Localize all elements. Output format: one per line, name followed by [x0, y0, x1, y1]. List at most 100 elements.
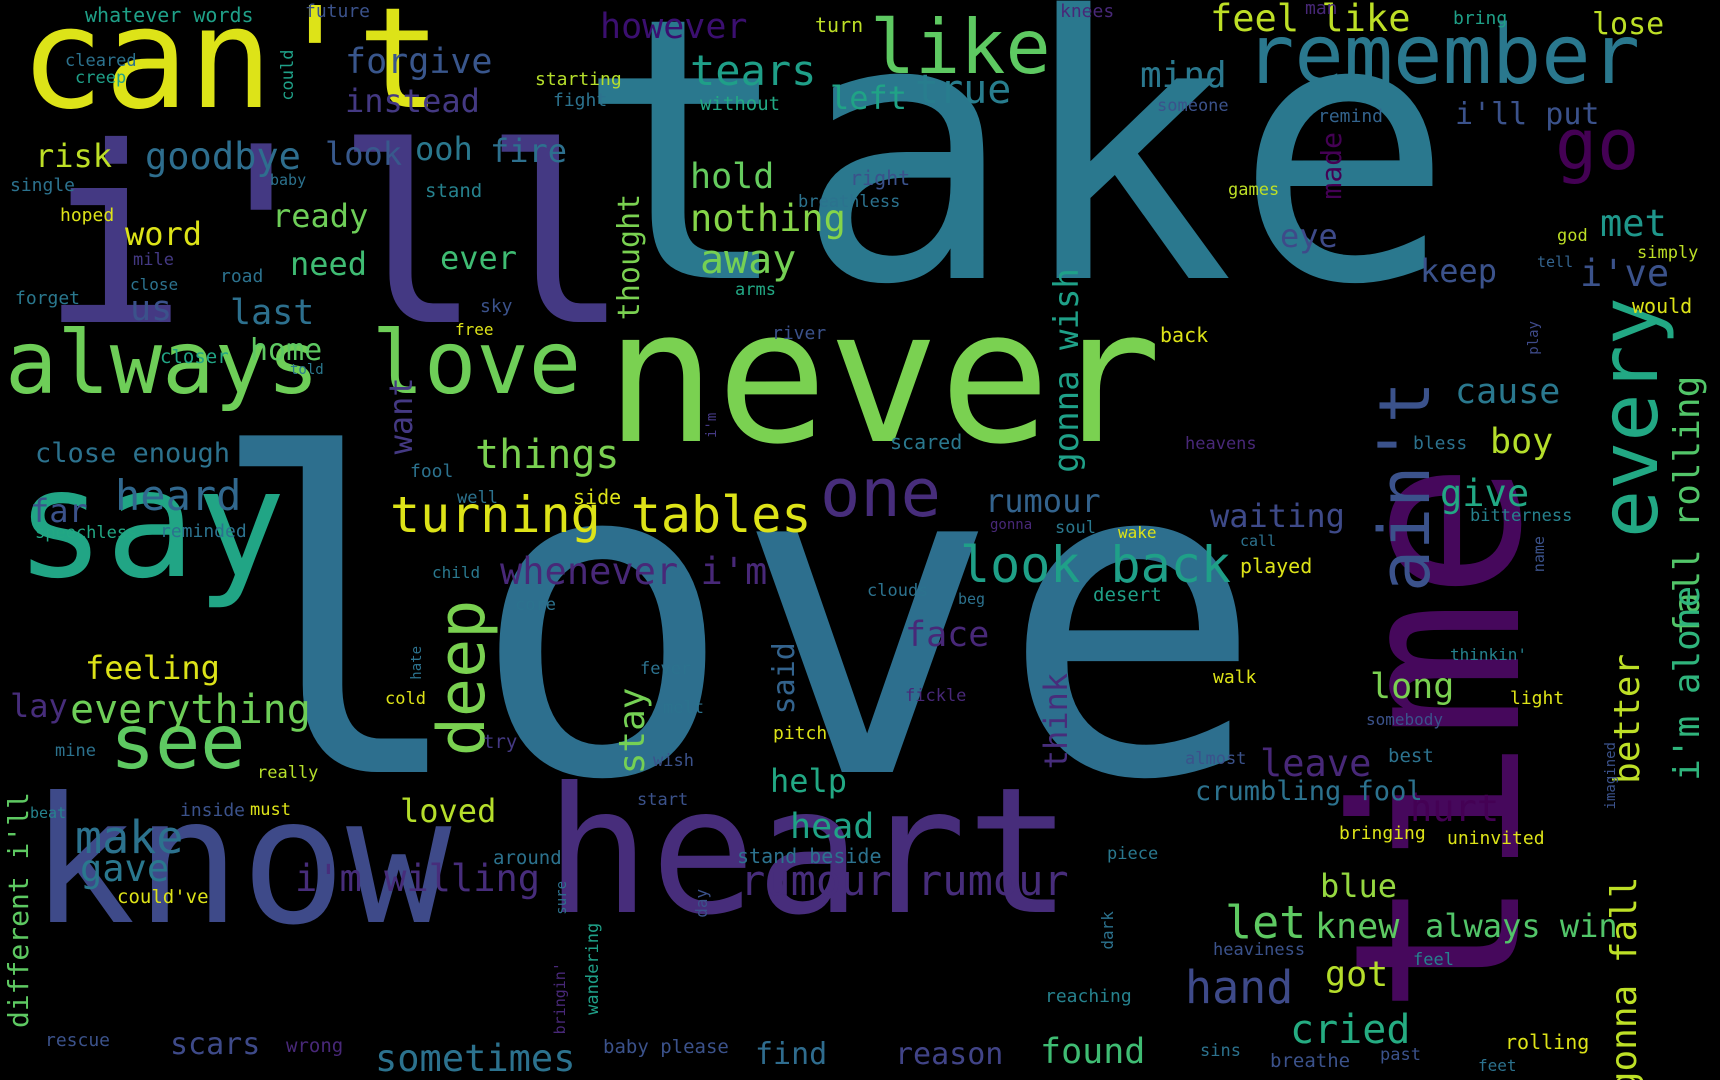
word-whatever-words: whatever words — [85, 3, 254, 27]
word-pitch: pitch — [773, 723, 828, 744]
word-forget: forget — [15, 288, 81, 309]
word-melt: melt — [663, 698, 704, 718]
word-hate: hate — [409, 646, 425, 680]
word-i-m-willing: i'm willing — [295, 857, 541, 900]
word-waiting: waiting — [1210, 497, 1345, 535]
word-sky: sky — [480, 296, 513, 317]
word-breathless: breathless — [798, 192, 901, 212]
word-stand: stand — [425, 180, 483, 202]
word-played: played — [1240, 554, 1313, 578]
word-need: need — [290, 245, 368, 283]
word-tears: tears — [690, 46, 817, 95]
word-loved: loved — [400, 792, 497, 830]
word-remember: remember — [1245, 8, 1640, 103]
word-sometimes: sometimes — [375, 1037, 576, 1080]
word-baby: baby — [270, 171, 307, 189]
word-rolling: rolling — [1505, 1030, 1590, 1054]
word-free: free — [455, 320, 494, 339]
word-past: past — [1380, 1045, 1421, 1065]
word-less: less — [888, 256, 932, 277]
word-around: around — [493, 847, 562, 869]
word-side: side — [573, 485, 622, 509]
word-hold: hold — [690, 157, 775, 197]
word-close: close — [130, 275, 179, 294]
word-instead: instead — [345, 82, 480, 120]
word-inside: inside — [180, 800, 246, 821]
word-ready: ready — [272, 197, 369, 235]
word-ever: ever — [440, 239, 518, 277]
word-arms: arms — [735, 280, 776, 300]
word-know: know — [30, 761, 452, 964]
word-god: god — [1557, 226, 1588, 246]
word-call: call — [1240, 532, 1277, 550]
word-cause: cause — [1455, 372, 1561, 412]
word-lose: lose — [1592, 7, 1665, 42]
word-turn: turn — [815, 13, 864, 37]
word-bitterness: bitterness — [1470, 506, 1573, 526]
word-someone: someone — [1157, 96, 1229, 116]
word-gonna-wish: gonna wish — [1047, 268, 1087, 473]
word-word: word — [125, 215, 203, 253]
word-i-m: i'm — [704, 412, 720, 439]
word-gonna: gonna — [990, 517, 1033, 533]
word-find: find — [755, 1037, 828, 1072]
word-remind: remind — [1318, 106, 1384, 127]
word-fire: fire — [490, 132, 568, 170]
word-would: would — [1632, 294, 1693, 318]
word-help: help — [770, 762, 848, 800]
word-hand: hand — [1185, 961, 1294, 1014]
word-last: last — [230, 293, 315, 333]
word-heart: heart — [545, 751, 1072, 954]
word-love: love — [205, 364, 1265, 876]
word-speechless: speechless — [35, 523, 138, 543]
word-i-ve: i've — [1580, 252, 1670, 295]
word-right: right — [850, 166, 911, 190]
word-home: home — [250, 333, 323, 368]
word-can-t: can't — [20, 0, 442, 141]
word-ain-t: ain't — [1364, 381, 1446, 592]
word-closer: closer — [160, 346, 229, 368]
word-give: give — [1440, 472, 1530, 515]
word-wrong: wrong — [286, 1035, 344, 1057]
word-feeling: feeling — [85, 649, 220, 687]
word-met: met — [1600, 202, 1667, 245]
word-us: us — [130, 289, 173, 329]
word-future: future — [305, 1, 371, 22]
word-cleared: cleared — [65, 51, 137, 71]
word-say: say — [15, 438, 286, 612]
word-starting: starting — [535, 69, 622, 90]
word-head: head — [790, 807, 875, 847]
word-imagined: imagined — [1603, 742, 1619, 810]
word-heard: heard — [115, 471, 242, 520]
word-never: never — [605, 269, 1162, 485]
word-got: got — [1325, 955, 1389, 995]
word-try: try — [483, 731, 518, 753]
word-think: think — [1037, 672, 1075, 770]
word-start: start — [637, 790, 689, 810]
word-desert: desert — [1093, 584, 1162, 606]
word-bless: bless — [1413, 433, 1468, 454]
word-mind: mind — [1140, 55, 1227, 96]
word-left: left — [830, 79, 908, 117]
word-however: however — [600, 7, 748, 47]
word-reaching: reaching — [1045, 986, 1132, 1007]
word-clouds: clouds — [867, 581, 929, 601]
word-almost: almost — [1185, 749, 1247, 769]
word-breathe: breathe — [1270, 1050, 1351, 1072]
word-always-win: always win — [1425, 907, 1618, 945]
word-day: day — [692, 888, 711, 918]
word-go: go — [1555, 104, 1640, 186]
word-i-ll-put: i'll put — [1455, 97, 1600, 132]
word-told: told — [290, 362, 324, 378]
word-found: found — [1040, 1032, 1146, 1072]
word-ooh: ooh — [415, 130, 473, 168]
word-wish: wish — [653, 751, 694, 771]
word-stand-beside: stand beside — [737, 844, 882, 868]
word-look-back: look back — [960, 536, 1231, 594]
word-walk: walk — [1213, 667, 1257, 688]
word-knees: knees — [1060, 1, 1115, 22]
word-core: core — [515, 595, 556, 615]
word-leave: leave — [1260, 742, 1372, 785]
word-scars: scars — [170, 1027, 261, 1062]
word-mile: mile — [133, 250, 174, 270]
